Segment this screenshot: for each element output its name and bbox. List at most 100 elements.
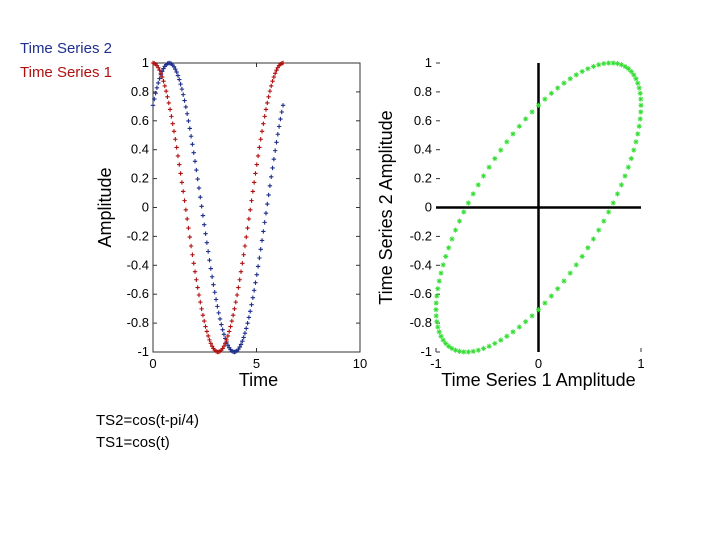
data-point <box>174 69 179 75</box>
data-point <box>638 102 644 108</box>
data-point <box>198 194 203 200</box>
data-point <box>254 162 259 167</box>
x-tick-label-right: -1 <box>430 356 442 371</box>
data-point <box>263 107 269 112</box>
y-tick-label-left: -0.8 <box>127 315 149 330</box>
data-point <box>465 200 471 206</box>
data-point <box>279 109 284 115</box>
data-point <box>183 207 189 212</box>
data-point <box>262 220 267 225</box>
data-point <box>200 213 206 218</box>
data-point <box>194 167 199 173</box>
data-point <box>166 100 171 106</box>
data-point <box>225 342 231 348</box>
data-point <box>585 66 591 72</box>
data-point <box>156 65 161 70</box>
data-point <box>245 320 250 326</box>
data-point <box>199 306 204 312</box>
x-axis-label-left: Time <box>239 370 278 390</box>
data-point <box>178 171 183 176</box>
data-point <box>190 142 195 147</box>
y-tick-label-left: 0 <box>142 200 149 215</box>
data-point <box>461 209 467 215</box>
data-point <box>633 139 639 145</box>
x-tick-label-right: 0 <box>535 356 542 371</box>
data-point <box>579 253 585 260</box>
data-point <box>177 162 182 167</box>
data-point <box>498 337 504 343</box>
data-point <box>179 180 185 185</box>
data-point <box>153 91 158 96</box>
data-point <box>275 132 281 137</box>
y-tick-label-right: -0.8 <box>410 315 432 330</box>
data-point <box>446 343 452 349</box>
data-point <box>237 344 242 350</box>
data-point <box>567 270 573 276</box>
x-axis-label-right: Time Series 1 Amplitude <box>441 370 635 390</box>
data-point <box>548 90 554 96</box>
data-point <box>504 139 510 145</box>
y-tick-label-right: -0.6 <box>410 286 432 301</box>
data-point <box>190 252 195 257</box>
data-point <box>186 118 191 124</box>
x-tick-label-left: 5 <box>253 356 260 371</box>
data-point <box>179 86 185 92</box>
data-point <box>258 137 263 142</box>
data-point <box>221 343 227 349</box>
data-point <box>614 61 621 67</box>
data-point <box>280 103 286 108</box>
data-point <box>229 318 235 324</box>
data-point <box>475 347 481 353</box>
data-point <box>272 148 278 153</box>
data-point <box>261 121 266 126</box>
data-point <box>245 225 250 231</box>
data-point <box>449 236 455 242</box>
series-time-series-1 <box>150 60 286 355</box>
data-point <box>154 85 160 91</box>
data-point <box>246 216 252 222</box>
data-point <box>208 341 214 346</box>
data-point <box>269 174 274 179</box>
data-point <box>203 231 208 236</box>
data-point <box>443 340 449 347</box>
data-point <box>618 62 625 68</box>
data-point <box>225 333 231 339</box>
data-point <box>184 111 190 116</box>
data-point <box>223 341 228 346</box>
data-point <box>596 62 602 68</box>
data-point <box>263 211 269 216</box>
data-point <box>259 129 265 134</box>
data-point <box>456 348 463 354</box>
data-point <box>220 327 225 332</box>
data-point <box>251 180 257 185</box>
data-point <box>170 121 175 126</box>
data-point <box>238 342 244 347</box>
data-point <box>167 107 173 112</box>
y-axis-label-left: Amplitude <box>95 167 115 247</box>
data-point <box>579 68 585 75</box>
data-point <box>465 349 471 355</box>
data-point <box>261 229 266 234</box>
y-tick-label-right: -0.4 <box>410 257 432 272</box>
data-point <box>573 72 579 78</box>
data-point <box>548 293 554 299</box>
x-tick-label-right: 1 <box>637 356 644 371</box>
data-point <box>492 155 498 162</box>
data-point <box>194 277 199 282</box>
data-point <box>191 150 196 155</box>
data-point <box>265 100 270 106</box>
data-point <box>440 337 446 343</box>
data-point <box>242 243 248 249</box>
data-point <box>158 71 164 76</box>
data-point <box>274 140 279 145</box>
data-point <box>601 218 607 224</box>
data-point <box>238 269 244 274</box>
y-tick-label-left: -0.6 <box>127 286 149 301</box>
y-tick-label-right: 0.6 <box>414 113 432 128</box>
data-point <box>610 200 616 206</box>
data-point <box>278 116 283 122</box>
y-tick-label-right: 0.2 <box>414 171 432 186</box>
data-point <box>628 68 634 75</box>
data-point <box>475 182 481 188</box>
